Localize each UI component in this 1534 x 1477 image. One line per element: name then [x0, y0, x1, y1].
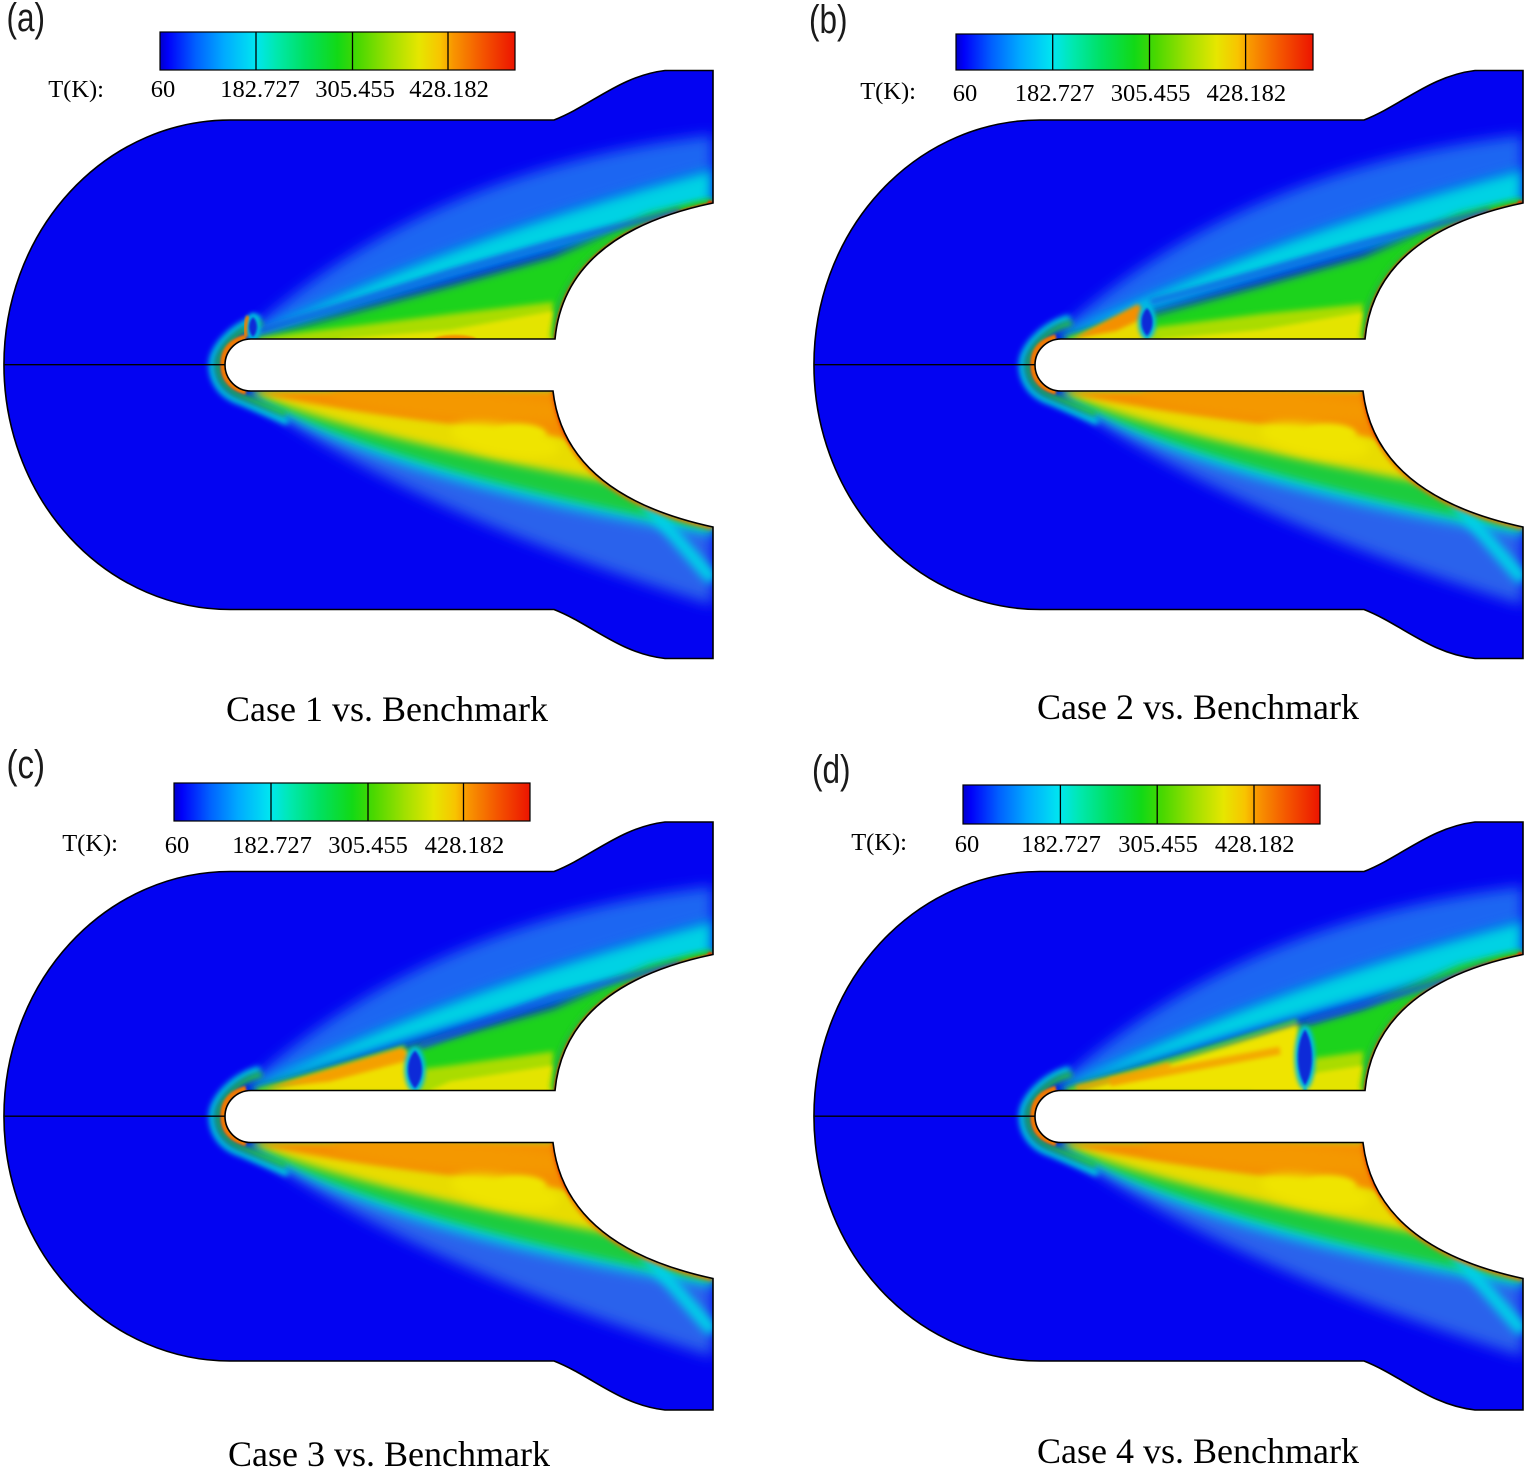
svg-text:T(K):: T(K): — [62, 830, 118, 857]
svg-text:T(K):: T(K): — [851, 829, 907, 856]
svg-text:428.182: 428.182 — [425, 832, 505, 859]
svg-text:(b): (b) — [809, 0, 848, 42]
svg-text:182.727: 182.727 — [232, 832, 312, 859]
svg-text:60: 60 — [953, 80, 978, 107]
svg-text:305.455: 305.455 — [1118, 831, 1198, 858]
svg-text:305.455: 305.455 — [315, 76, 395, 103]
svg-text:428.182: 428.182 — [409, 76, 489, 103]
svg-text:(c): (c) — [7, 743, 46, 787]
svg-text:182.727: 182.727 — [1021, 831, 1101, 858]
svg-text:T(K):: T(K): — [860, 78, 916, 105]
svg-text:305.455: 305.455 — [1111, 80, 1191, 107]
svg-text:428.182: 428.182 — [1206, 80, 1286, 107]
svg-text:(d): (d) — [812, 748, 851, 792]
svg-text:60: 60 — [955, 831, 980, 858]
svg-text:Case 2 vs. Benchmark: Case 2 vs. Benchmark — [1037, 687, 1359, 727]
svg-text:Case 4 vs. Benchmark: Case 4 vs. Benchmark — [1037, 1431, 1359, 1471]
svg-text:182.727: 182.727 — [1015, 80, 1095, 107]
svg-text:305.455: 305.455 — [328, 832, 408, 859]
svg-text:Case 3 vs. Benchmark: Case 3 vs. Benchmark — [228, 1434, 550, 1474]
svg-text:Case 1 vs. Benchmark: Case 1 vs. Benchmark — [226, 689, 548, 729]
svg-text:60: 60 — [151, 76, 176, 103]
svg-text:182.727: 182.727 — [220, 76, 300, 103]
svg-text:T(K):: T(K): — [48, 76, 104, 103]
svg-text:(a): (a) — [7, 0, 46, 40]
svg-text:60: 60 — [165, 832, 190, 859]
svg-text:428.182: 428.182 — [1215, 831, 1295, 858]
